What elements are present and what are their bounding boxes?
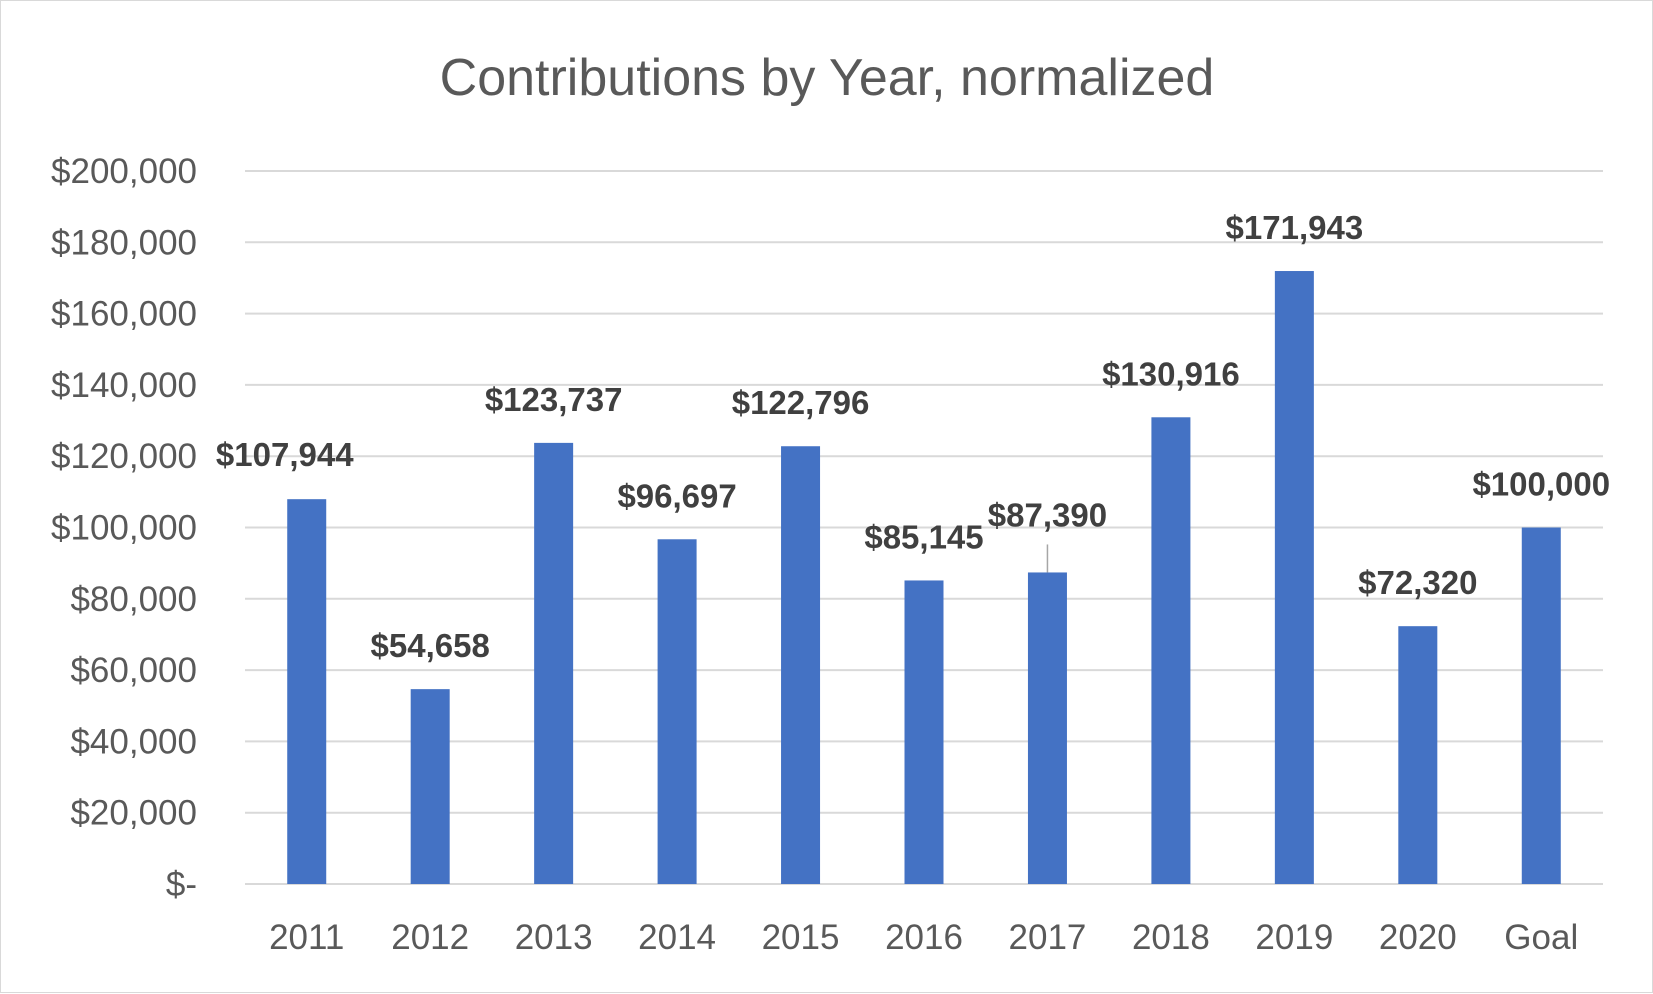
x-axis-ticks: 2011 2012 2013 2014 2015 2016 2017 2018 2019 2020… bbox=[269, 918, 1578, 957]
bar bbox=[657, 539, 697, 884]
data-label: $107,944 bbox=[216, 436, 354, 473]
y-tick-label: $100,000 bbox=[51, 509, 197, 548]
x-tick-label: 2012 bbox=[391, 918, 469, 957]
y-tick-label: $160,000 bbox=[51, 295, 197, 334]
x-tick-label: 2016 bbox=[885, 918, 963, 957]
data-label: $130,916 bbox=[1102, 355, 1240, 392]
bar bbox=[1274, 271, 1314, 884]
bar bbox=[1027, 572, 1067, 884]
data-label: $123,737 bbox=[485, 381, 623, 418]
bar bbox=[534, 442, 574, 884]
data-label: $96,697 bbox=[617, 477, 736, 514]
bars bbox=[287, 271, 1561, 884]
x-tick-label: 2013 bbox=[515, 918, 593, 957]
y-tick-label: $120,000 bbox=[51, 437, 197, 476]
y-tick-label: $180,000 bbox=[51, 223, 197, 262]
bar bbox=[410, 689, 450, 884]
data-labels: $107,944 $54,658 $123,737 $96,697 $122,796 $8… bbox=[216, 209, 1610, 664]
bar bbox=[1398, 626, 1438, 884]
bar bbox=[781, 446, 821, 884]
x-tick-label: 2011 bbox=[269, 918, 344, 957]
data-label: $72,320 bbox=[1358, 564, 1477, 601]
bar bbox=[904, 580, 944, 884]
x-tick-label: 2014 bbox=[638, 918, 716, 957]
data-label: $171,943 bbox=[1226, 209, 1364, 246]
y-tick-label: $40,000 bbox=[70, 722, 197, 761]
x-tick-label: 2018 bbox=[1132, 918, 1210, 957]
y-tick-label: $20,000 bbox=[70, 794, 197, 833]
data-label: $85,145 bbox=[864, 518, 983, 555]
bar bbox=[287, 499, 327, 884]
x-tick-label: 2020 bbox=[1379, 918, 1457, 957]
data-label: $122,796 bbox=[732, 384, 870, 421]
bar bbox=[1151, 417, 1191, 884]
data-label: $87,390 bbox=[988, 496, 1107, 533]
data-label: $54,658 bbox=[371, 627, 490, 664]
y-axis-ticks: $- $20,000 $40,000 $60,000 $80,000 $100,000 $1… bbox=[51, 152, 197, 904]
y-tick-label: $80,000 bbox=[70, 580, 197, 619]
chart-title: Contributions by Year, normalized bbox=[440, 49, 1215, 107]
bar bbox=[1521, 527, 1561, 884]
data-label: $100,000 bbox=[1472, 466, 1610, 503]
x-tick-label: 2017 bbox=[1009, 918, 1087, 957]
x-tick-label: Goal bbox=[1504, 918, 1578, 957]
y-tick-label: $140,000 bbox=[51, 366, 197, 405]
y-tick-label: $60,000 bbox=[70, 651, 197, 690]
y-tick-label: $200,000 bbox=[51, 152, 197, 191]
y-tick-label: $- bbox=[166, 865, 197, 904]
x-tick-label: 2015 bbox=[762, 918, 840, 957]
x-tick-label: 2019 bbox=[1255, 918, 1333, 957]
